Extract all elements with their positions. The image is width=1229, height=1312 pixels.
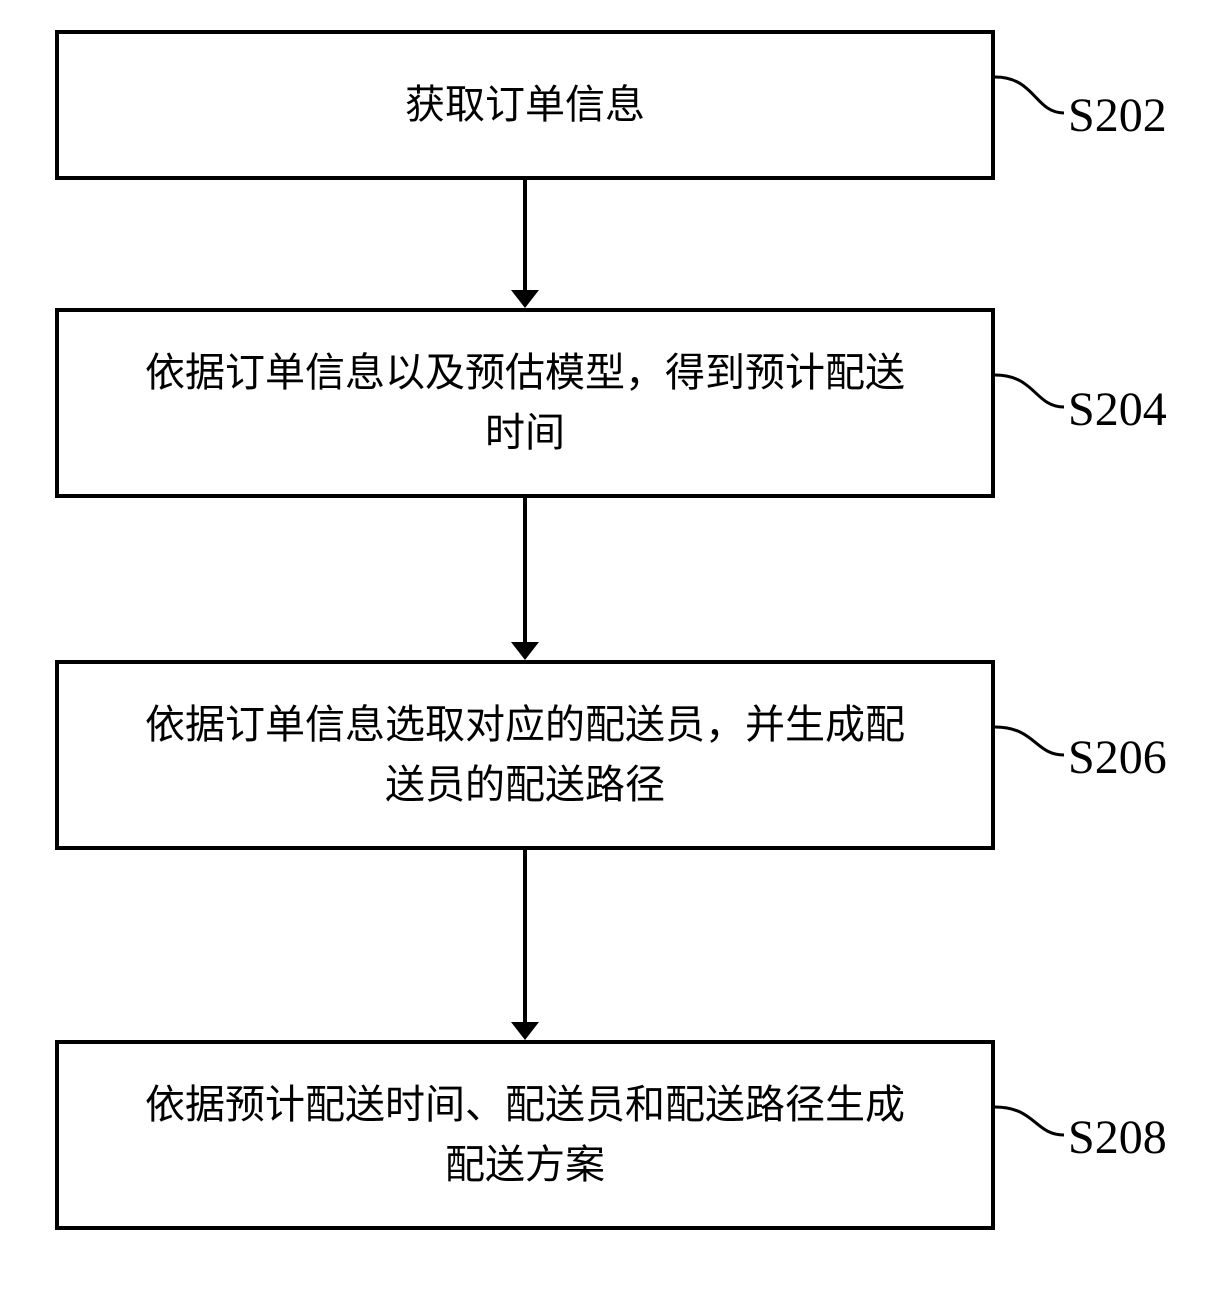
flowchart-canvas: 获取订单信息依据订单信息以及预估模型，得到预计配送 时间依据订单信息选取对应的配… xyxy=(0,0,1229,1312)
connector-b4-l4 xyxy=(0,0,1229,1312)
